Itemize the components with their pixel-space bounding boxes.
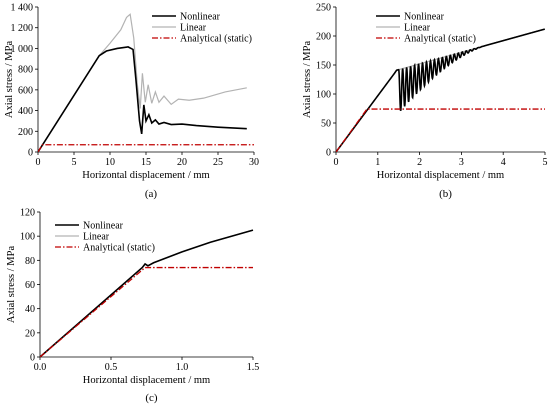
y-tick-label: 800 bbox=[18, 65, 33, 76]
series-line-linear bbox=[38, 13, 247, 152]
x-tick-label: 0 bbox=[334, 157, 339, 168]
x-tick-label: 1.0 bbox=[176, 362, 189, 373]
legend-label: Linear bbox=[180, 23, 207, 34]
x-tick-label: 4 bbox=[501, 157, 506, 168]
x-tick-label: 5 bbox=[72, 157, 77, 168]
legend-label: Linear bbox=[404, 23, 431, 34]
y-axis-label: Axial stress / MPa bbox=[6, 246, 17, 324]
series-line-nonlinear bbox=[40, 229, 254, 357]
series-line-nonlinear bbox=[336, 28, 546, 152]
series-line-analytical-static bbox=[40, 266, 253, 357]
x-tick-label: 20 bbox=[177, 157, 187, 168]
x-tick-label: 15 bbox=[141, 157, 151, 168]
y-tick-label: 1 200 bbox=[11, 23, 34, 34]
series-line-nonlinear bbox=[38, 46, 247, 152]
y-tick-label: 20 bbox=[25, 328, 35, 339]
x-axis-label: Horizontal displacement / mm bbox=[83, 375, 210, 386]
y-tick-label: 250 bbox=[316, 3, 331, 14]
panel-label: (b) bbox=[439, 188, 452, 200]
y-tick-label: 100 bbox=[20, 232, 35, 243]
x-tick-label: 10 bbox=[105, 157, 115, 168]
legend-label: Nonlinear bbox=[83, 221, 124, 232]
x-tick-label: 0.0 bbox=[34, 362, 47, 373]
panel-label: (c) bbox=[145, 392, 158, 404]
y-tick-label: 1 400 bbox=[11, 3, 34, 14]
y-axis-label: Axial stress / MPa bbox=[4, 41, 15, 119]
legend-label: Nonlinear bbox=[180, 12, 221, 23]
legend-label: Analytical (static) bbox=[404, 34, 476, 45]
y-tick-label: 200 bbox=[316, 32, 331, 43]
y-tick-label: 50 bbox=[321, 119, 331, 130]
y-tick-label: 150 bbox=[316, 61, 331, 72]
x-tick-label: 0.5 bbox=[105, 362, 118, 373]
y-tick-label: 1 000 bbox=[11, 44, 34, 55]
x-tick-label: 1 bbox=[375, 157, 380, 168]
series-line-linear bbox=[336, 28, 545, 152]
x-tick-label: 1.5 bbox=[247, 362, 260, 373]
y-tick-label: 600 bbox=[18, 85, 33, 96]
legend-label: Nonlinear bbox=[404, 12, 445, 23]
x-tick-label: 5 bbox=[543, 157, 548, 168]
x-tick-label: 30 bbox=[249, 157, 259, 168]
series-line-analytical-static bbox=[336, 108, 545, 152]
y-tick-label: 0 bbox=[30, 353, 35, 364]
y-tick-label: 60 bbox=[25, 280, 35, 291]
y-tick-label: 400 bbox=[18, 106, 33, 117]
panel-label: (a) bbox=[145, 188, 158, 200]
y-tick-label: 80 bbox=[25, 256, 35, 267]
chart-panel-1: 0 5 10 15 20 25 30 0 200 400 600 800 1 000 1 200 1 400… bbox=[4, 3, 259, 201]
y-tick-label: 0 bbox=[28, 148, 33, 159]
y-tick-label: 100 bbox=[316, 90, 331, 101]
x-axis-label: Horizontal displacement / mm bbox=[82, 170, 209, 181]
chart-panel-3: 0.0 0.5 1.0 1.5 0 20 40 60 80 100 120 Horizontal di… bbox=[6, 208, 259, 405]
legend-label: Analytical (static) bbox=[180, 34, 252, 45]
y-tick-label: 200 bbox=[18, 127, 33, 138]
x-axis-label: Horizontal displacement / mm bbox=[377, 170, 504, 181]
x-tick-label: 3 bbox=[459, 157, 464, 168]
y-tick-label: 120 bbox=[20, 208, 35, 219]
x-tick-label: 25 bbox=[213, 157, 223, 168]
x-tick-label: 2 bbox=[417, 157, 422, 168]
y-axis-label: Axial stress / MPa bbox=[302, 41, 313, 119]
x-tick-label: 0 bbox=[36, 157, 41, 168]
legend-label: Analytical (static) bbox=[83, 243, 155, 254]
y-tick-label: 40 bbox=[25, 304, 35, 315]
series-line-analytical-static bbox=[38, 144, 254, 152]
y-tick-label: 0 bbox=[326, 148, 331, 159]
legend-label: Linear bbox=[83, 232, 110, 243]
